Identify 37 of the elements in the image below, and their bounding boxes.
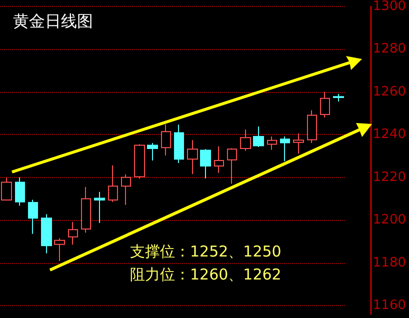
y-tick-label: 1200 <box>372 212 406 228</box>
candlestick <box>253 126 264 148</box>
candlestick <box>333 93 344 102</box>
candlestick <box>54 238 65 262</box>
candlestick <box>200 148 211 179</box>
y-tick-label: 1160 <box>372 298 406 313</box>
candlestick <box>227 148 237 184</box>
candlestick <box>161 124 171 156</box>
y-tick-label: 1180 <box>372 255 406 270</box>
candlestick <box>108 164 118 202</box>
candlestick <box>187 140 198 175</box>
candlestick <box>174 124 184 164</box>
y-tick-label: 1300 <box>372 0 406 14</box>
candlestick <box>147 142 158 161</box>
candlestick <box>134 144 145 180</box>
annotation: 阻力位：1260、1262 <box>130 266 282 284</box>
annotation: 支撑位：1252、1250 <box>130 242 282 260</box>
candlestick <box>293 132 304 154</box>
candlestick <box>81 186 91 234</box>
y-tick-label: 1260 <box>372 84 406 100</box>
candlestick <box>28 199 38 234</box>
candlestick <box>1 177 12 200</box>
candlestick <box>68 221 78 246</box>
candlestick <box>320 91 330 118</box>
candlestick <box>94 191 105 224</box>
y-tick-label: 1220 <box>372 170 406 185</box>
candlestick <box>280 136 290 162</box>
y-tick-label: 1280 <box>372 42 406 57</box>
candlestick <box>240 129 251 152</box>
candlestick <box>214 146 224 174</box>
candlestick <box>41 214 52 254</box>
candlestick <box>307 110 317 144</box>
candlestick <box>267 136 277 150</box>
y-tick-label: 1240 <box>372 127 406 142</box>
candlestick <box>121 174 131 206</box>
candlestick <box>15 176 25 206</box>
chart-title: 黄金日线图 <box>13 12 93 30</box>
